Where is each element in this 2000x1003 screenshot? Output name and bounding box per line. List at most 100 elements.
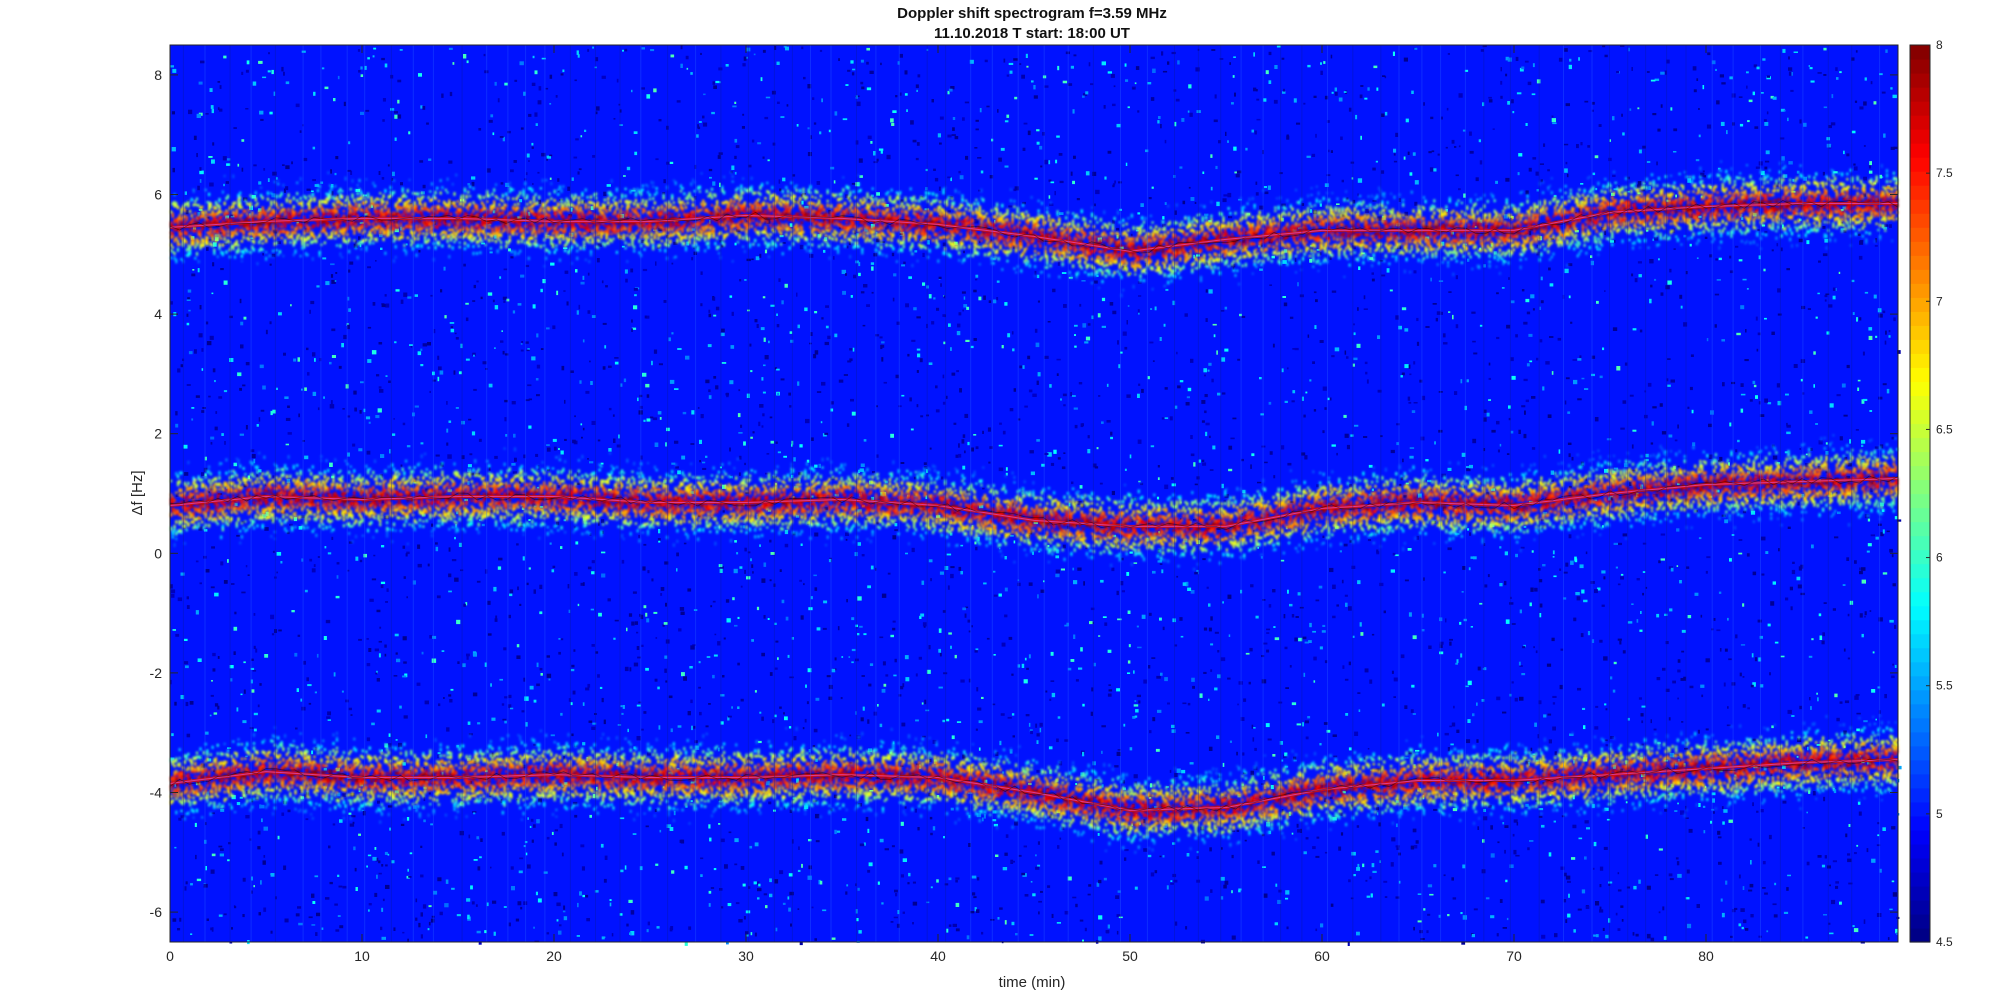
noise-speckle <box>813 122 817 125</box>
noise-speckle <box>1859 613 1863 618</box>
noise-speckle <box>250 667 255 670</box>
noise-speckle <box>828 559 832 563</box>
noise-speckle <box>1490 825 1493 830</box>
noise-speckle <box>272 409 276 414</box>
noise-speckle <box>802 727 805 730</box>
noise-speckle <box>249 838 252 841</box>
noise-speckle <box>791 839 794 844</box>
noise-speckle <box>769 579 772 582</box>
noise-speckle <box>1787 526 1791 529</box>
noise-speckle <box>1531 93 1536 96</box>
noise-speckle <box>956 370 959 373</box>
noise-speckle <box>1846 364 1850 369</box>
noise-speckle <box>1783 911 1789 914</box>
noise-speckle <box>534 70 538 75</box>
noise-speckle <box>311 924 316 926</box>
noise-speckle <box>1620 905 1624 908</box>
noise-speckle <box>1848 882 1853 885</box>
noise-speckle <box>1856 712 1861 715</box>
noise-speckle <box>1616 71 1619 74</box>
noise-speckle <box>195 560 199 563</box>
noise-speckle <box>580 281 585 285</box>
noise-speckle <box>764 249 768 254</box>
noise-speckle <box>824 507 828 510</box>
noise-speckle <box>1032 393 1037 397</box>
noise-speckle <box>863 633 867 636</box>
noise-speckle <box>989 175 994 179</box>
noise-speckle <box>1357 863 1360 868</box>
noise-speckle <box>1240 717 1245 721</box>
noise-speckle <box>830 408 834 412</box>
noise-speckle <box>1635 933 1639 937</box>
noise-speckle <box>1843 648 1846 652</box>
noise-speckle <box>576 50 579 55</box>
noise-speckle <box>757 778 761 782</box>
noise-speckle <box>975 546 978 551</box>
noise-speckle <box>1082 498 1086 503</box>
noise-speckle <box>1017 418 1021 421</box>
noise-speckle <box>983 582 987 585</box>
noise-speckle <box>711 111 715 115</box>
noise-speckle <box>463 54 467 59</box>
noise-speckle <box>360 66 363 70</box>
noise-speckle <box>866 61 869 65</box>
noise-speckle <box>845 538 848 541</box>
noise-speckle <box>540 288 543 293</box>
noise-speckle <box>1174 121 1177 127</box>
noise-speckle <box>822 909 827 912</box>
noise-speckle <box>1379 860 1381 863</box>
noise-speckle <box>191 407 195 409</box>
noise-speckle <box>1199 693 1203 698</box>
noise-speckle <box>1764 160 1770 163</box>
noise-speckle <box>814 532 819 537</box>
noise-speckle <box>850 295 853 298</box>
noise-speckle <box>1186 396 1190 399</box>
noise-speckle <box>804 718 807 723</box>
noise-speckle <box>713 376 717 379</box>
noise-speckle <box>916 316 921 319</box>
noise-speckle <box>467 464 472 468</box>
noise-speckle <box>803 76 806 80</box>
noise-speckle <box>717 155 721 159</box>
noise-speckle <box>940 283 942 287</box>
noise-speckle <box>556 902 561 907</box>
noise-speckle <box>1044 452 1049 455</box>
noise-speckle <box>752 571 754 574</box>
noise-speckle <box>933 168 936 171</box>
noise-speckle <box>1604 230 1607 236</box>
noise-speckle <box>1582 707 1586 710</box>
noise-speckle <box>1889 224 1892 228</box>
noise-speckle <box>1281 759 1284 762</box>
noise-speckle <box>1107 150 1112 154</box>
noise-speckle <box>1663 759 1668 762</box>
noise-speckle <box>767 618 770 620</box>
noise-speckle <box>1585 905 1589 907</box>
noise-speckle <box>361 809 364 812</box>
noise-speckle <box>1637 181 1642 186</box>
noise-speckle <box>978 240 981 244</box>
noise-speckle <box>1379 582 1384 587</box>
noise-speckle <box>560 546 563 549</box>
noise-speckle <box>895 374 899 379</box>
noise-speckle <box>175 633 180 637</box>
noise-speckle <box>1598 777 1602 782</box>
noise-speckle <box>329 361 332 365</box>
noise-speckle <box>1377 335 1381 339</box>
noise-speckle <box>943 672 948 675</box>
noise-speckle <box>1279 741 1283 745</box>
noise-speckle <box>1063 304 1067 308</box>
noise-speckle <box>1746 553 1750 557</box>
noise-speckle <box>527 817 529 820</box>
noise-speckle <box>372 302 376 306</box>
noise-speckle <box>1350 434 1354 437</box>
noise-speckle <box>223 55 227 59</box>
noise-speckle <box>896 321 900 325</box>
noise-speckle <box>764 116 769 120</box>
noise-speckle <box>205 216 210 219</box>
noise-speckle <box>1551 118 1556 123</box>
noise-speckle <box>1583 725 1586 730</box>
noise-speckle <box>563 755 566 760</box>
noise-speckle <box>830 401 834 405</box>
noise-speckle <box>799 579 802 582</box>
noise-speckle <box>759 544 761 547</box>
